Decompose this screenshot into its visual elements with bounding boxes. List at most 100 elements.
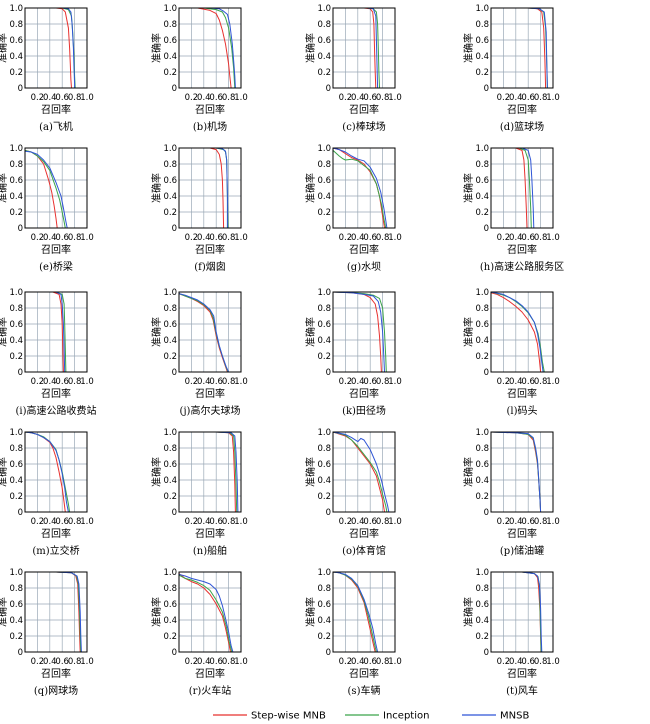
x-tick-label: 0.4: [197, 517, 211, 527]
panel-caption: (o)体育馆: [342, 544, 386, 557]
panel-caption: (e)桥梁: [39, 260, 73, 273]
series-line-inception: [332, 150, 387, 229]
x-tick-label: 1.0: [546, 93, 560, 103]
x-tick-label: 1.0: [234, 93, 248, 103]
x-axis-label: 召回率: [507, 103, 537, 116]
series-line-step-wise-mnb: [178, 573, 231, 653]
series-line-mnsb: [332, 147, 388, 229]
x-tick-label: 0.2: [497, 377, 511, 387]
y-tick-label: 1.0: [475, 288, 489, 298]
y-tick-label: 0.6: [163, 460, 177, 470]
series-line-step-wise-mnb: [179, 7, 232, 89]
chart-panel: 00.20.40.60.81.00.20.40.60.81.0准确率召回率(t)…: [462, 568, 560, 697]
y-tick-label: 1.0: [9, 568, 23, 578]
x-tick-label: 0.4: [43, 377, 57, 387]
plot-frame: [332, 571, 396, 653]
series-line-inception: [25, 291, 67, 373]
series-line-inception: [178, 574, 233, 653]
x-tick-label: 0.4: [197, 657, 211, 667]
x-tick-label: 0.8: [376, 93, 390, 103]
x-tick-label: 0.6: [55, 377, 69, 387]
y-tick-label: 0.2: [163, 352, 177, 362]
panel-caption: (h)高速公路服务区: [480, 260, 564, 273]
plot-frame: [24, 291, 88, 373]
x-tick-label: 1.0: [546, 377, 560, 387]
y-tick-label: 0.8: [9, 584, 23, 594]
series-line-step-wise-mnb: [491, 7, 547, 89]
x-tick-label: 1.0: [80, 233, 94, 243]
y-tick-label: 1.0: [475, 428, 489, 438]
x-tick-label: 0.4: [351, 517, 365, 527]
y-tick-label: 0.6: [317, 36, 331, 46]
x-axis-label: 召回率: [41, 527, 71, 540]
series-line-mnsb: [332, 291, 385, 373]
y-tick-label: 0.4: [475, 336, 489, 346]
series-line-mnsb: [491, 571, 543, 653]
series-line-step-wise-mnb: [332, 147, 385, 229]
y-tick-label: 1.0: [163, 428, 177, 438]
y-tick-label: 0.8: [317, 20, 331, 30]
y-tick-label: 1.0: [163, 144, 177, 154]
panel-caption: (i)高速公路收费站: [15, 404, 96, 417]
x-tick-label: 0.8: [534, 657, 548, 667]
x-tick-label: 0.8: [222, 233, 236, 243]
chart-panel: 00.20.40.60.81.00.20.40.60.81.0准确率召回率(o)…: [304, 428, 402, 557]
y-tick-label: 0.4: [9, 616, 23, 626]
y-tick-label: 0.6: [9, 600, 23, 610]
y-axis-label: 准确率: [304, 33, 317, 63]
y-tick-label: 0.8: [317, 160, 331, 170]
y-tick-label: 1.0: [317, 568, 331, 578]
y-tick-label: 0: [326, 368, 331, 378]
y-tick-label: 0: [18, 508, 23, 518]
y-tick-label: 0.4: [475, 616, 489, 626]
legend-label: Inception: [383, 711, 429, 722]
plot-frame: [178, 431, 242, 513]
x-tick-label: 1.0: [80, 377, 94, 387]
y-tick-label: 0.2: [163, 492, 177, 502]
y-axis-label: 准确率: [304, 173, 317, 203]
x-tick-label: 0.2: [185, 657, 199, 667]
x-tick-label: 0.8: [68, 93, 82, 103]
x-tick-label: 0.4: [197, 93, 211, 103]
panel-caption: (d)篮球场: [500, 120, 544, 133]
x-tick-label: 0.4: [351, 657, 365, 667]
x-tick-label: 0.2: [497, 657, 511, 667]
plot-frame: [490, 431, 554, 513]
y-tick-label: 1.0: [317, 4, 331, 14]
x-tick-label: 0.2: [185, 233, 199, 243]
y-tick-label: 0.2: [9, 352, 23, 362]
x-tick-label: 0.4: [351, 93, 365, 103]
y-tick-label: 1.0: [163, 4, 177, 14]
chart-panel: 00.20.40.60.81.00.20.40.60.81.0准确率召回率(n)…: [150, 428, 248, 557]
y-tick-label: 0: [18, 648, 23, 658]
x-tick-label: 0.6: [363, 657, 377, 667]
series-line-mnsb: [332, 431, 390, 513]
y-tick-label: 0.2: [317, 632, 331, 642]
y-tick-label: 0.4: [317, 476, 331, 486]
panel-caption: (k)田径场: [342, 404, 386, 417]
y-tick-label: 0.8: [163, 444, 177, 454]
x-tick-label: 0.2: [339, 93, 353, 103]
panel-caption: (g)水坝: [347, 261, 381, 273]
x-tick-label: 0.6: [363, 377, 377, 387]
y-tick-label: 0.4: [163, 192, 177, 202]
x-tick-label: 0.8: [68, 517, 82, 527]
chart-panel: 00.20.40.60.81.00.20.40.60.81.0准确率召回率(l)…: [462, 288, 560, 417]
y-tick-label: 0.8: [475, 444, 489, 454]
y-axis-label: 准确率: [0, 173, 9, 203]
y-tick-label: 0.4: [317, 616, 331, 626]
x-axis-label: 召回率: [41, 667, 71, 680]
y-tick-label: 0.6: [163, 320, 177, 330]
x-tick-label: 0.6: [363, 233, 377, 243]
y-tick-label: 0.6: [475, 320, 489, 330]
series-line-step-wise-mnb: [179, 147, 225, 229]
y-tick-label: 1.0: [475, 4, 489, 14]
y-tick-label: 0.6: [9, 176, 23, 186]
series-line-step-wise-mnb: [179, 431, 236, 513]
x-tick-label: 0.2: [185, 93, 199, 103]
panel-caption: (f)烟囱: [194, 260, 226, 273]
series-line-mnsb: [490, 431, 542, 513]
y-tick-label: 0.2: [9, 68, 23, 78]
x-tick-label: 0.4: [509, 233, 523, 243]
x-axis-label: 召回率: [195, 243, 225, 256]
